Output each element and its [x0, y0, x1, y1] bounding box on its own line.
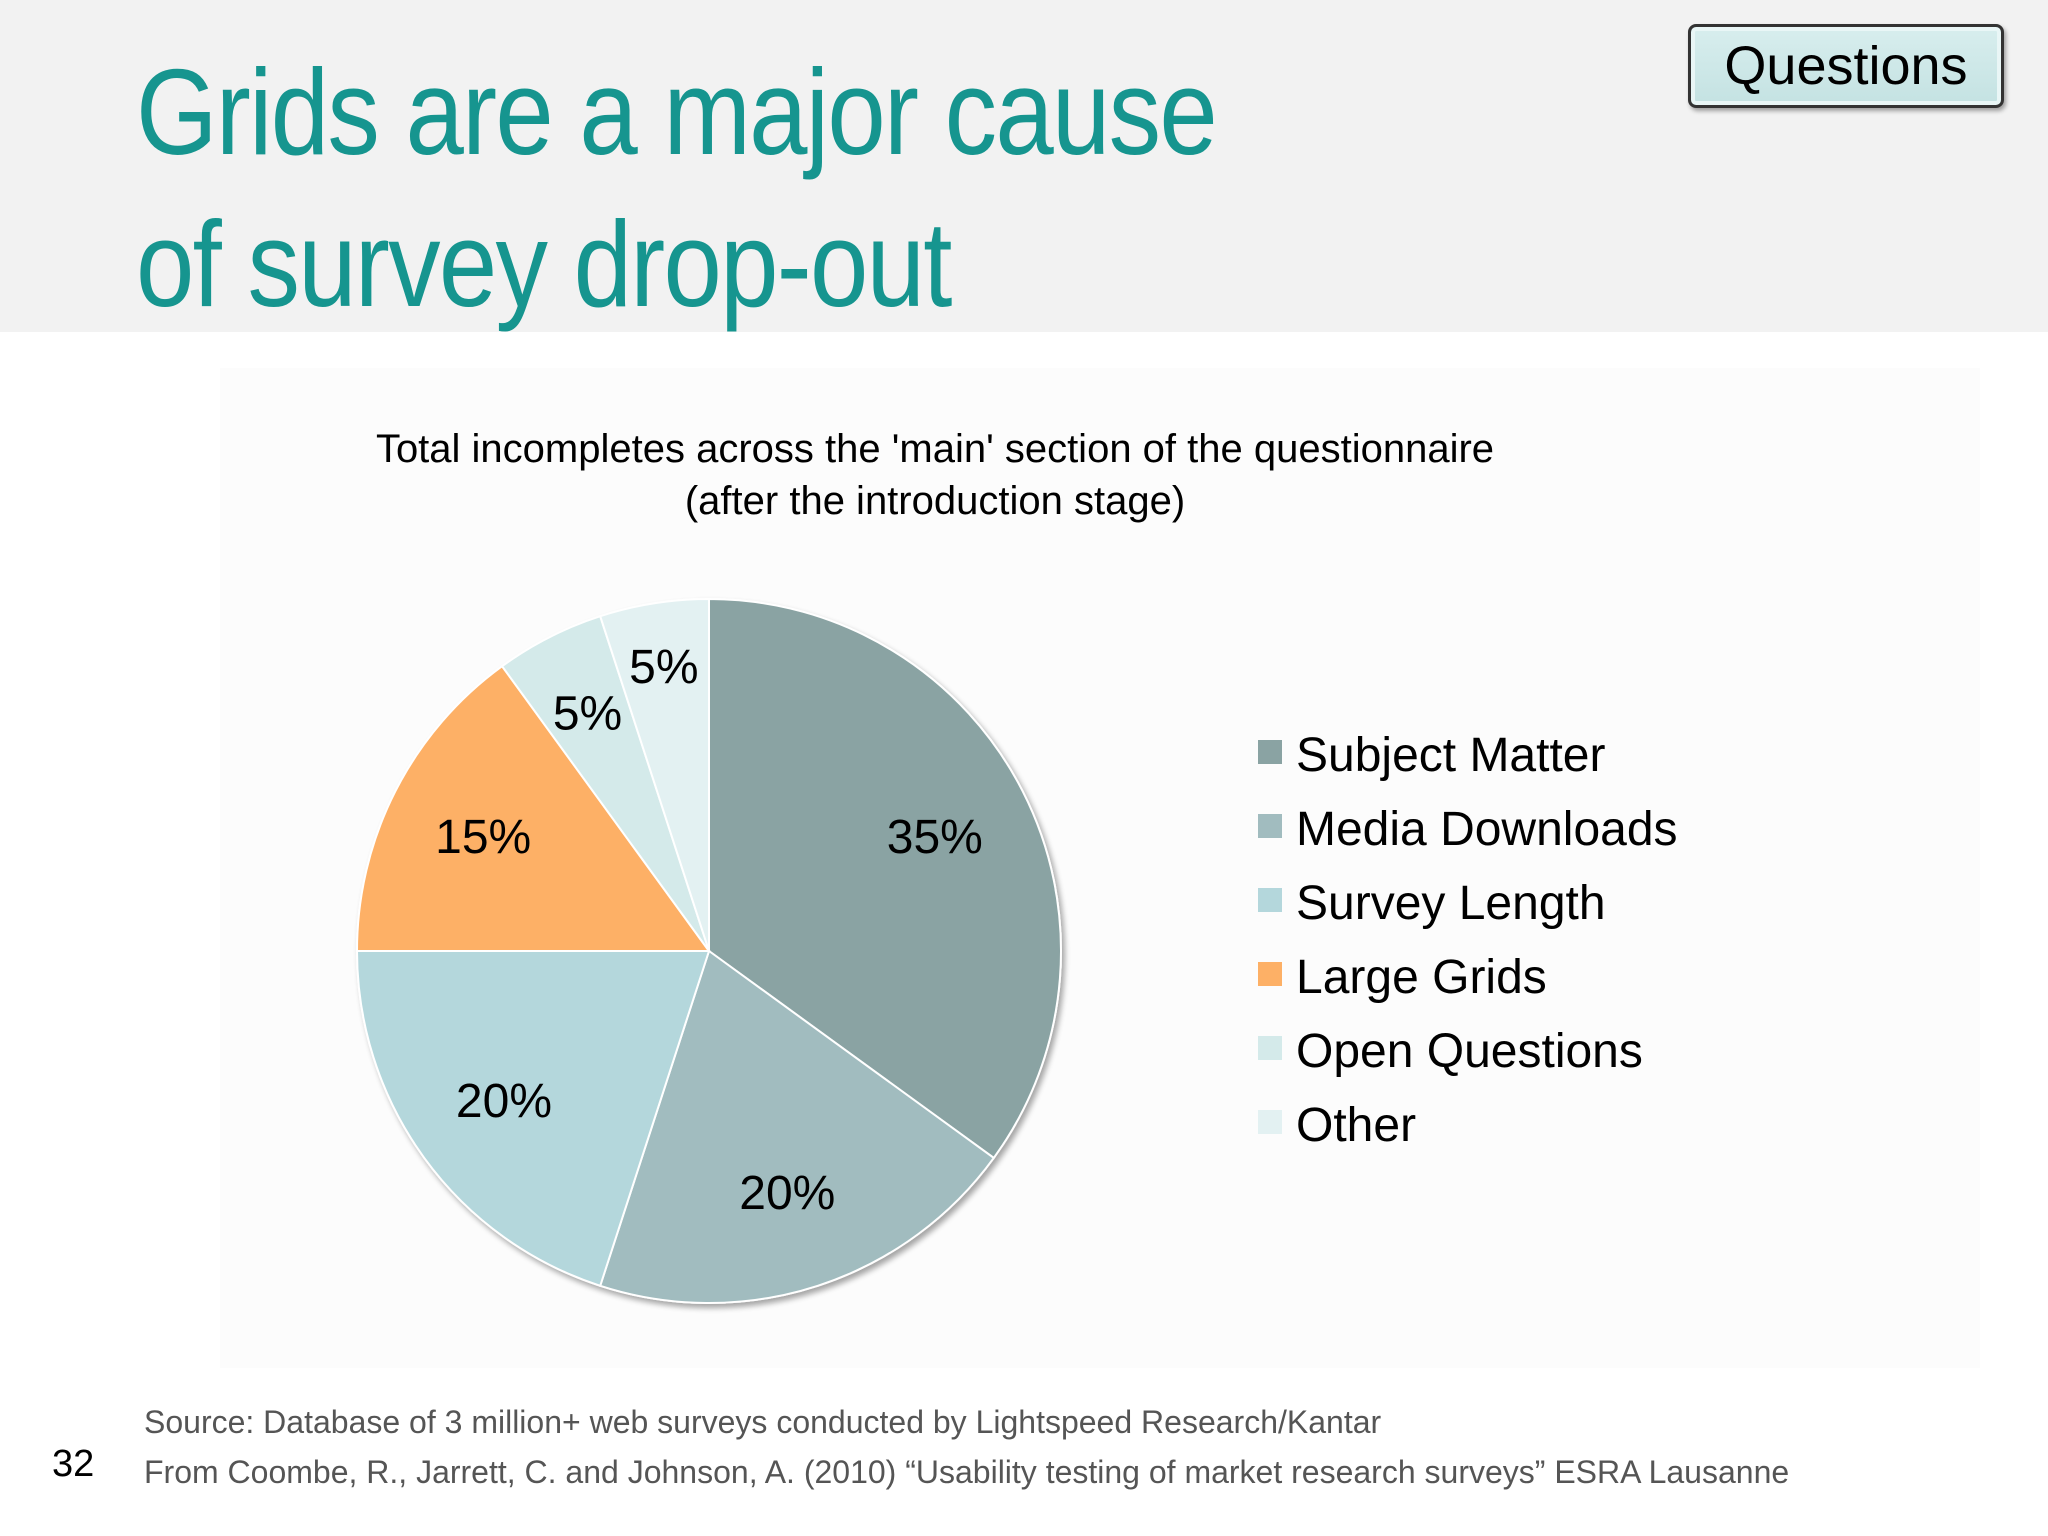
source-line-2: From Coombe, R., Jarrett, C. and Johnson… [144, 1454, 1790, 1490]
pie-chart: Total incompletes across the 'main' sect… [355, 427, 1678, 1304]
source-line-1: Source: Database of 3 million+ web surve… [144, 1404, 1382, 1440]
questions-button[interactable]: Questions [1688, 24, 2004, 108]
legend-label-other: Other [1296, 1099, 1416, 1152]
pie-slice-media-downloads [598, 949, 996, 1304]
data-label-open-questions: 5% [553, 688, 622, 741]
legend-swatch-open-questions [1258, 1036, 1282, 1060]
data-label-other: 5% [629, 641, 698, 694]
pie-slice-survey-length [355, 950, 711, 1288]
legend-swatch-subject-matter [1258, 740, 1282, 764]
legend-swatch-large-grids [1258, 962, 1282, 986]
legend-label-open-questions: Open Questions [1296, 1025, 1643, 1078]
chart-title: Total incompletes across the 'main' sect… [376, 427, 1494, 471]
pie-slice-subject-matter [708, 597, 1062, 1160]
legend-label-large-grids: Large Grids [1296, 951, 1547, 1004]
legend-swatch-media-downloads [1258, 814, 1282, 838]
page-number: 32 [52, 1443, 95, 1485]
data-label-subject-matter: 35% [887, 811, 983, 864]
pie-slice-large-grids [355, 664, 711, 952]
data-label-media-downloads: 20% [739, 1167, 835, 1220]
pie-slice-other [598, 597, 710, 952]
legend-label-media-downloads: Media Downloads [1296, 803, 1678, 856]
slide-title: Grids are a major cause of survey drop-o… [136, 44, 1218, 332]
data-label-survey-length: 20% [456, 1075, 552, 1128]
chart-area: Total incompletes across the 'main' sect… [0, 332, 2048, 1372]
chart-subtitle: (after the introduction stage) [685, 479, 1185, 523]
legend-label-survey-length: Survey Length [1296, 877, 1606, 930]
legend-swatch-survey-length [1258, 888, 1282, 912]
legend-swatch-other [1258, 1110, 1282, 1134]
legend-label-subject-matter: Subject Matter [1296, 729, 1605, 782]
data-label-large-grids: 15% [435, 811, 531, 864]
